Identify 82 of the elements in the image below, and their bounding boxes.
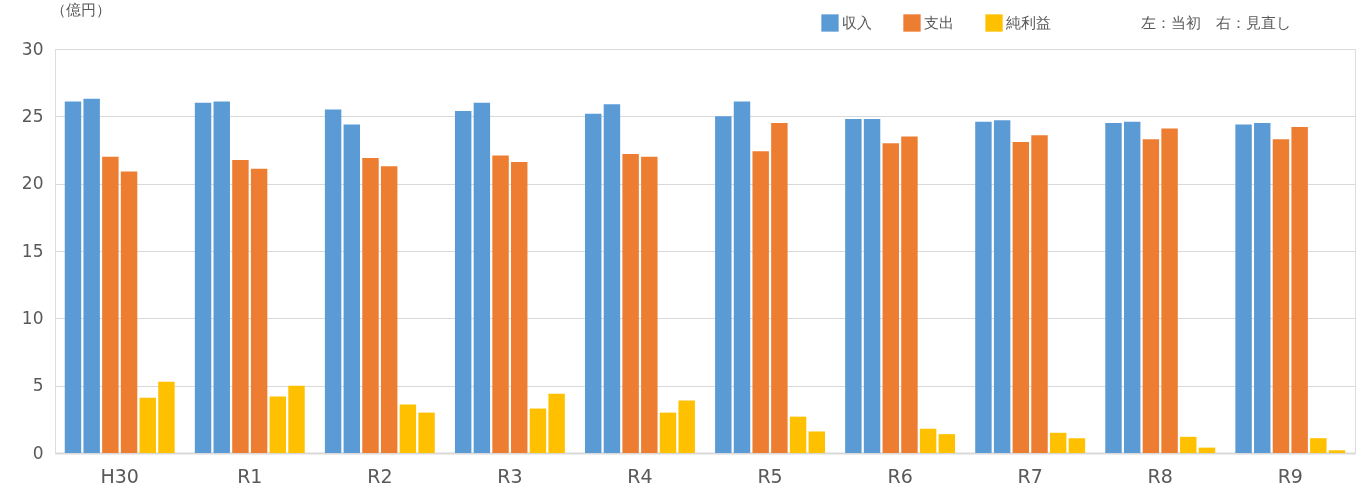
x-tick-label: R8 — [1147, 464, 1173, 487]
bar — [399, 404, 417, 453]
y-tick-label: 5 — [32, 375, 44, 396]
y-axis-title: （億円） — [50, 0, 111, 19]
y-tick-label: 25 — [21, 105, 44, 126]
x-tick-label: R6 — [887, 464, 913, 487]
bar — [473, 102, 491, 453]
bar — [863, 119, 881, 453]
bar — [511, 162, 528, 453]
legend-label: 収入 — [842, 14, 872, 32]
bar — [102, 156, 119, 453]
bar — [603, 104, 621, 453]
bar — [380, 166, 398, 453]
bar — [1105, 123, 1122, 453]
x-tick-label: R2 — [367, 464, 393, 487]
bar — [1123, 121, 1141, 453]
x-tick-label: R7 — [1017, 464, 1043, 487]
bar — [213, 101, 230, 453]
bar — [1180, 436, 1197, 453]
bar — [715, 116, 732, 453]
y-tick-label: 30 — [21, 38, 44, 59]
bar — [678, 400, 695, 453]
y-tick-label: 0 — [32, 442, 44, 463]
bar — [492, 155, 509, 453]
x-tick-label: R4 — [627, 464, 653, 487]
legend-label: 純利益 — [1006, 14, 1051, 32]
bar — [548, 393, 565, 453]
x-tick-label: R9 — [1277, 464, 1303, 487]
bar — [622, 154, 639, 453]
bar — [1272, 139, 1290, 453]
bar — [1235, 124, 1252, 453]
bar — [324, 109, 342, 453]
y-tick-label: 15 — [21, 240, 44, 261]
bar — [641, 156, 658, 453]
bar — [808, 431, 825, 453]
bar — [288, 385, 305, 453]
bar — [1254, 123, 1271, 453]
bar — [1310, 438, 1327, 453]
bar — [993, 120, 1011, 453]
x-tick-label: H30 — [100, 464, 139, 487]
bar — [882, 143, 899, 453]
bar — [362, 158, 379, 453]
legend-label: 支出 — [924, 14, 954, 32]
x-tick-label: R1 — [237, 464, 263, 487]
bar — [232, 160, 249, 453]
bar — [752, 151, 769, 453]
bar — [250, 168, 268, 453]
bar — [845, 119, 862, 453]
bar — [938, 434, 956, 453]
bar — [975, 121, 992, 453]
bar — [901, 136, 918, 453]
y-tick-label: 10 — [21, 307, 44, 328]
bar — [789, 416, 807, 453]
bar — [771, 123, 788, 453]
bar — [1161, 128, 1178, 453]
bar — [733, 101, 751, 453]
bar — [919, 428, 937, 453]
bar — [120, 171, 138, 453]
bar — [343, 124, 361, 453]
bar — [83, 98, 100, 453]
bar — [454, 110, 472, 453]
bar — [1031, 135, 1048, 453]
bar — [139, 397, 156, 453]
bar — [1049, 432, 1067, 453]
y-tick-label: 20 — [21, 173, 44, 194]
bar — [1328, 450, 1346, 453]
bar — [194, 102, 212, 453]
bar — [529, 408, 547, 453]
x-tick-label: R3 — [497, 464, 523, 487]
bar — [1068, 438, 1086, 453]
bar — [1012, 141, 1030, 453]
bar — [64, 101, 82, 453]
bar — [585, 113, 602, 453]
bar — [418, 412, 435, 453]
bar — [659, 412, 677, 453]
bar — [1291, 127, 1308, 453]
bar — [158, 381, 175, 453]
bar — [269, 396, 287, 453]
bar — [1142, 139, 1160, 453]
x-tick-label: R5 — [757, 464, 783, 487]
text: 左：当初 右：見直し — [1141, 14, 1291, 32]
bar — [1198, 447, 1216, 453]
